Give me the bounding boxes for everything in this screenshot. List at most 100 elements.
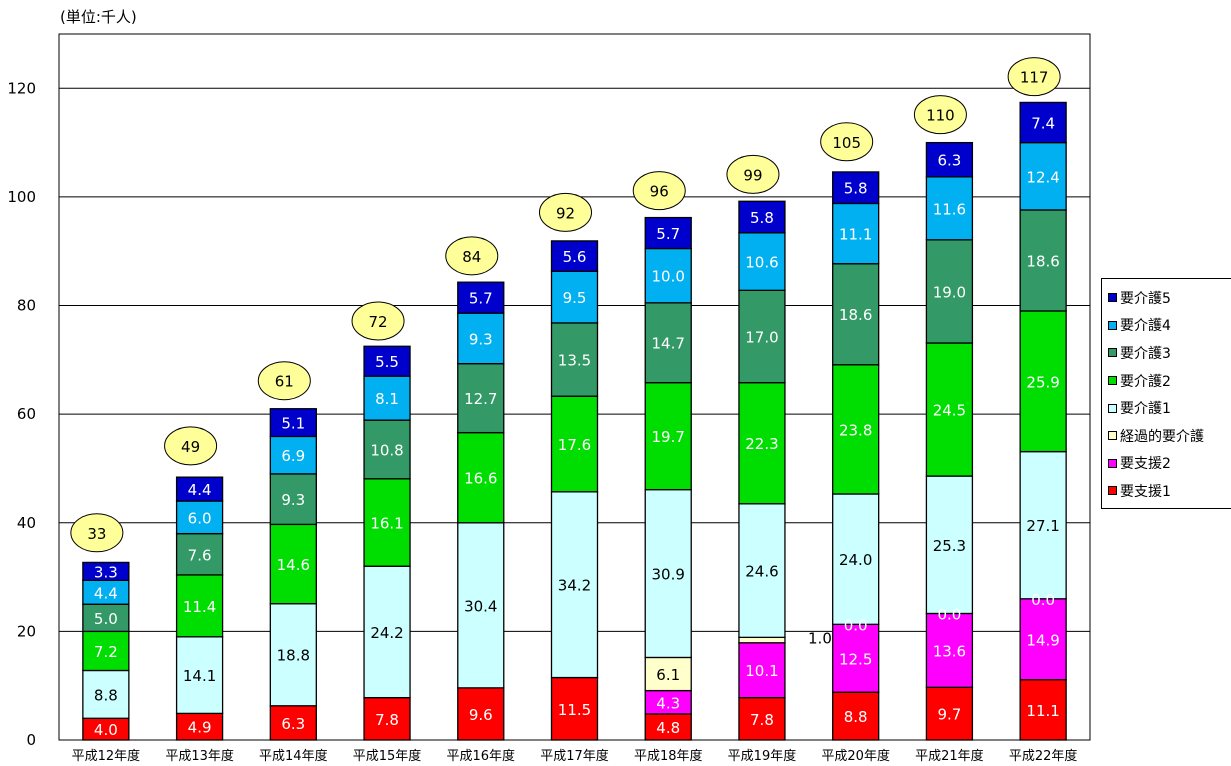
data-label: 14.6: [277, 556, 310, 574]
legend-label: 要介護4: [1120, 318, 1171, 335]
y-tick-label: 80: [17, 297, 36, 315]
legend-swatch: [1108, 486, 1117, 496]
bar-segment: [550, 270, 599, 324]
data-label: 14.1: [183, 667, 216, 685]
bar-segment: [738, 200, 786, 234]
data-label: 13.6: [933, 642, 966, 660]
bar-segment: [925, 342, 974, 477]
data-label: 13.5: [558, 352, 591, 370]
legend: 要介護5 要介護4 要介護3 要介護2 要介護1 経過的要介護 要支援2 要支援1: [1101, 278, 1231, 509]
bar-segment: [644, 382, 692, 491]
data-label: 6.3: [281, 715, 305, 733]
bar-segment: [269, 435, 317, 475]
bar-segment: [269, 603, 317, 707]
y-tick-label: 60: [17, 405, 36, 423]
total-bubble: [164, 426, 218, 466]
legend-swatch: [1108, 293, 1117, 303]
legend-swatch: [1108, 376, 1117, 386]
data-label: 11.5: [558, 701, 591, 719]
data-label: 3.3: [94, 563, 118, 581]
legend-swatch: [1108, 320, 1117, 330]
data-label: 4.4: [188, 481, 212, 499]
data-label: 9.3: [469, 330, 493, 348]
data-label: 4.3: [656, 694, 680, 712]
bar-segment: [269, 523, 317, 605]
data-label: 12.5: [839, 650, 872, 668]
bar-segment: [175, 500, 224, 535]
legend-item: 要介護4: [1108, 312, 1231, 340]
bar-segment: [644, 247, 692, 304]
data-label: 19.7: [652, 428, 685, 446]
bar-segment: [832, 171, 880, 205]
data-label: 9.5: [563, 289, 587, 307]
x-tick-label: 平成18年度: [634, 748, 703, 764]
total-bubble: [1007, 57, 1061, 97]
total-label: 117: [1020, 69, 1049, 87]
data-label: 34.2: [558, 577, 591, 595]
y-tick-label: 120: [7, 79, 36, 97]
data-label: 5.7: [469, 290, 493, 308]
data-label: 18.6: [839, 306, 872, 324]
data-label: 18.8: [277, 647, 310, 665]
bar-segment: [738, 503, 786, 639]
x-tick-label: 平成16年度: [446, 748, 515, 764]
bar-segment: [738, 642, 786, 699]
bar-segment: [832, 493, 880, 625]
data-label: 23.8: [839, 421, 872, 439]
bar-segment: [644, 488, 692, 659]
legend-swatch: [1108, 348, 1117, 358]
total-bubble: [913, 95, 967, 135]
data-label: 5.7: [656, 225, 680, 243]
bar-segment: [644, 656, 692, 692]
data-label: 0.0: [937, 605, 961, 623]
data-label: 7.2: [94, 643, 118, 661]
data-label: 10.6: [745, 254, 778, 272]
data-label: 24.0: [839, 551, 872, 569]
data-label: 19.0: [933, 283, 966, 301]
data-label: 10.0: [652, 268, 685, 286]
bar-segment: [82, 630, 130, 672]
bar-segment: [550, 322, 599, 397]
data-label: 25.9: [1026, 373, 1059, 391]
data-label: 12.4: [1026, 168, 1059, 186]
data-label: 0.0: [1031, 591, 1055, 609]
total-bubble: [632, 171, 686, 211]
bar-segment: [363, 478, 411, 567]
bar-segment: [457, 362, 505, 434]
bar-segment: [832, 202, 880, 265]
legend-item: 要介護3: [1108, 339, 1231, 367]
data-label: 8.8: [94, 686, 118, 704]
x-tick-label: 平成13年度: [165, 748, 234, 764]
bar-segment: [363, 345, 411, 377]
data-label: 6.1: [656, 666, 680, 684]
bar-segment: [1019, 450, 1067, 600]
data-label: 4.9: [188, 719, 212, 737]
data-label: 11.6: [933, 200, 966, 218]
bar-segment: [175, 712, 224, 741]
total-bubble: [257, 361, 311, 401]
legend-item: 要支援2: [1108, 450, 1231, 478]
data-label: 16.1: [370, 514, 403, 532]
total-bubble: [445, 236, 499, 276]
legend-label: 要介護1: [1120, 401, 1171, 418]
x-tick-label: 平成22年度: [1009, 748, 1078, 764]
total-label: 33: [87, 525, 106, 543]
bar-segment: [925, 612, 974, 688]
bar-segment: [550, 240, 599, 272]
bar-segment: [550, 395, 599, 493]
total-bubble: [539, 192, 592, 232]
total-label: 72: [368, 313, 387, 331]
bar-segment: [738, 696, 786, 741]
x-tick-label: 平成21年度: [915, 748, 984, 764]
total-bubble: [351, 301, 405, 341]
legend-label: 要介護5: [1120, 290, 1171, 307]
x-tick-label: 平成20年度: [821, 748, 890, 764]
data-label: 30.4: [464, 597, 497, 615]
bar-segment: [738, 382, 786, 505]
bar-segment: [550, 676, 599, 741]
legend-swatch: [1108, 458, 1117, 468]
data-label: 0.0: [844, 616, 868, 634]
legend-item: 要介護5: [1108, 284, 1231, 312]
total-label: 110: [926, 107, 955, 125]
data-label: 24.5: [933, 402, 966, 420]
